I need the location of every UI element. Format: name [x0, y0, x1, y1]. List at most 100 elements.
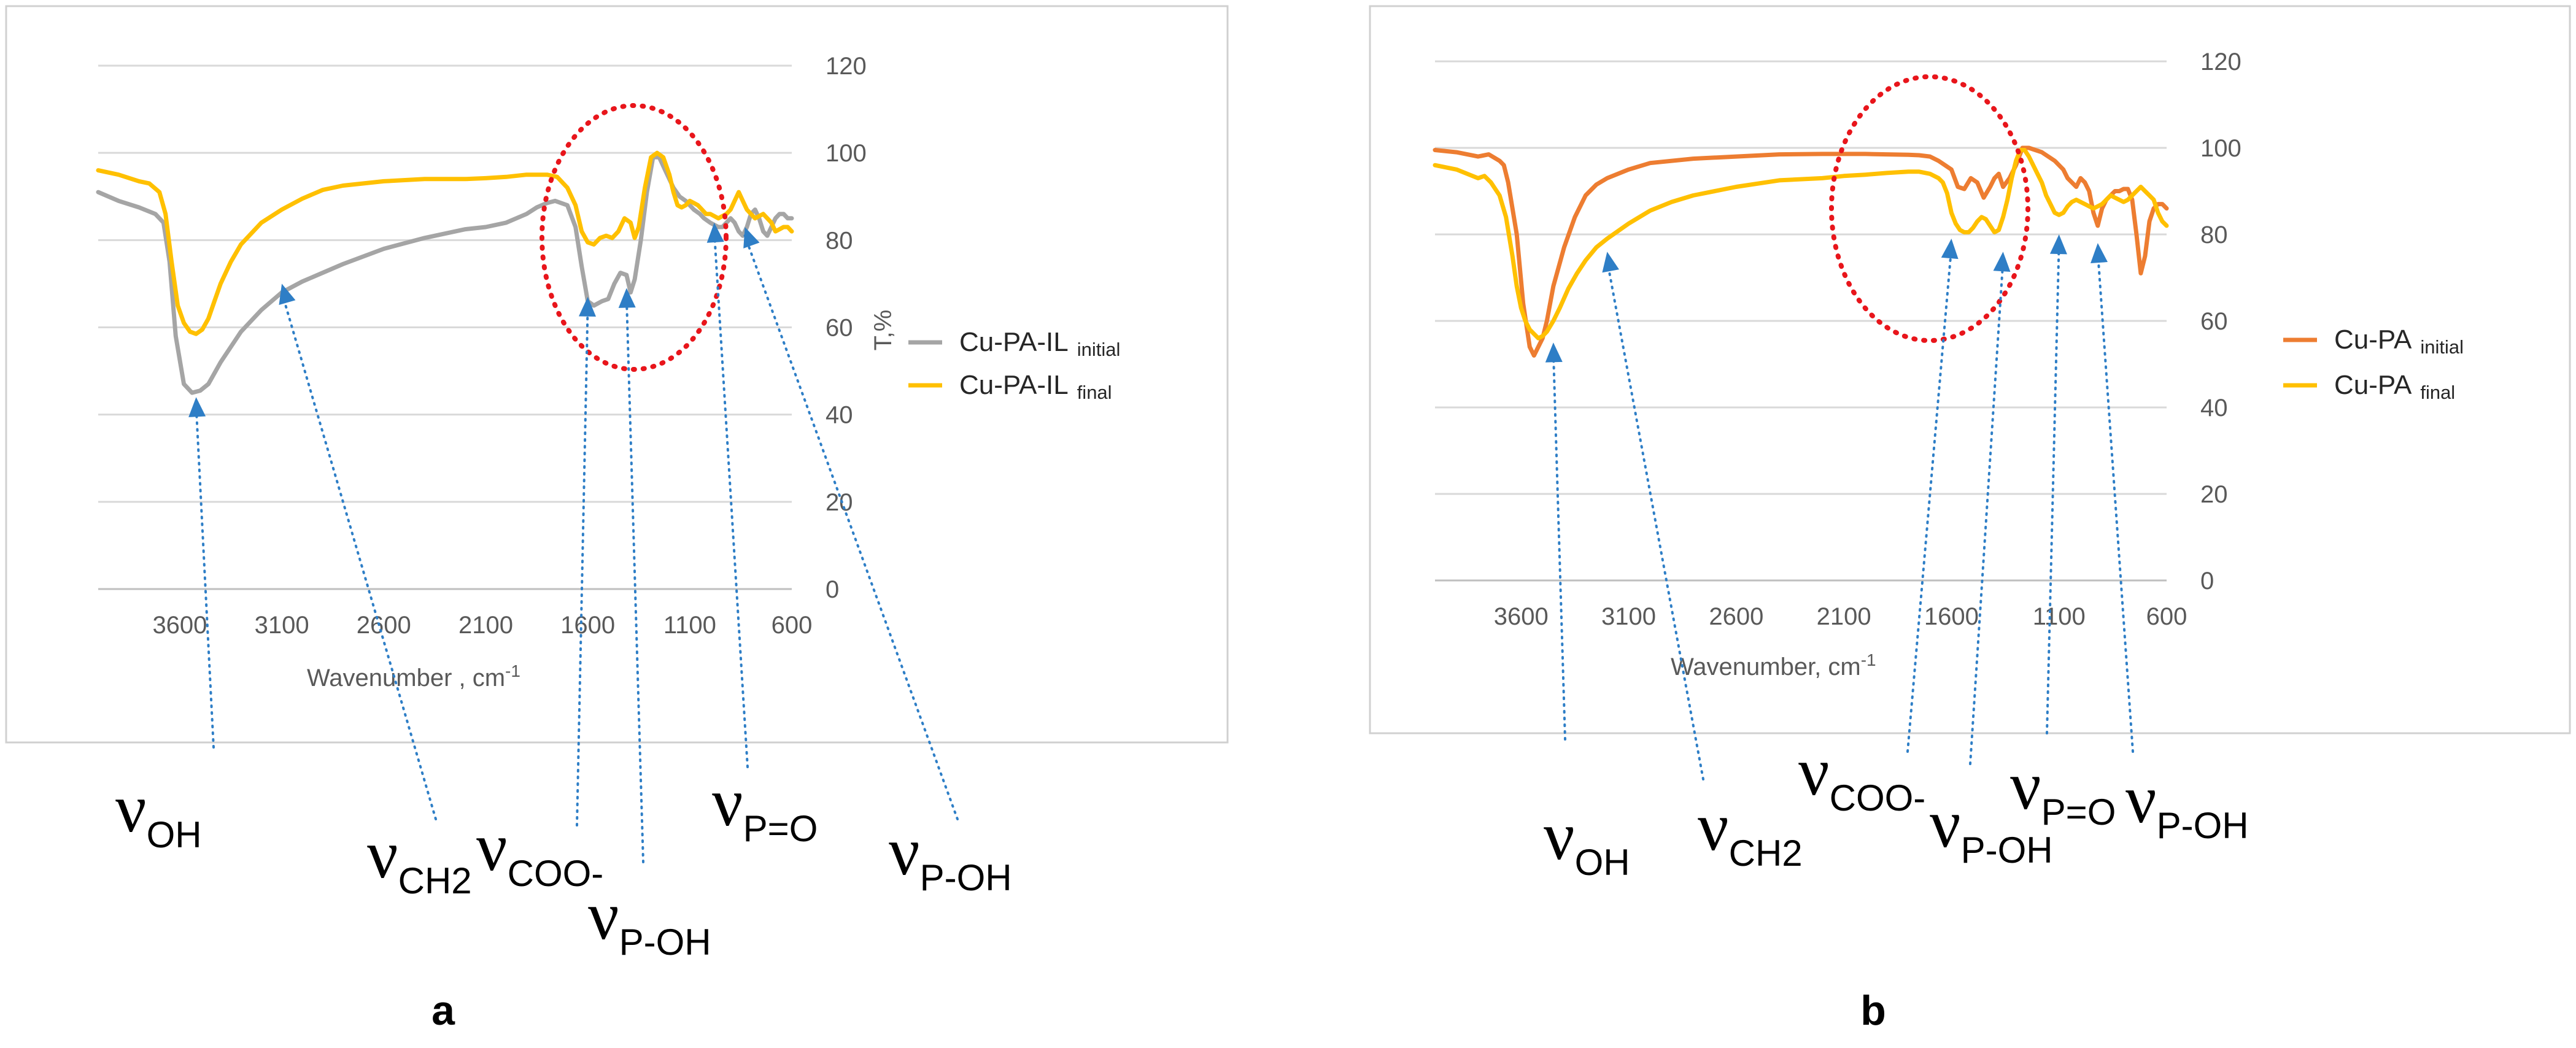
y-tick-label: 80: [826, 227, 853, 254]
x-tick-label: 1100: [2033, 603, 2086, 630]
nu-symbol: ν: [476, 809, 508, 885]
x-tick-label: 600: [2146, 603, 2187, 630]
annotation-arrowhead: [1602, 252, 1619, 273]
nu-symbol: ν: [588, 878, 619, 954]
series-cu-pa-il-final-legend-label: Cu-PA-IL final: [959, 370, 1112, 403]
annotation-arrowhead: [2049, 234, 2067, 255]
nu-subscript: CH2: [1729, 833, 1803, 874]
vibration-label-5: νP-OH: [2125, 761, 2249, 846]
nu-subscript: P-OH: [1961, 830, 2053, 871]
chart-frame: [5, 5, 1229, 744]
series-cu-pa-il-final-line: [96, 150, 794, 336]
x-axis-label-text: Wavenumber, cm: [1671, 653, 1861, 680]
chart-frame: [1369, 5, 2571, 734]
nu-symbol: ν: [1798, 734, 1830, 810]
y-tick-label: 0: [2200, 568, 2214, 595]
y-tick-label: 100: [2200, 135, 2241, 162]
vibration-label-2: νCOO-: [1798, 734, 1925, 819]
x-tick-label: 2600: [1709, 603, 1763, 630]
series-cu-pa-final-legend-label: Cu-PA final: [2334, 370, 2455, 403]
legend-sub: initial: [1077, 339, 1121, 360]
annotation-arrowhead: [188, 397, 206, 417]
annotation-arrowhead: [279, 283, 296, 306]
annotation-arrowhead: [578, 296, 596, 317]
nu-symbol: ν: [115, 771, 147, 847]
annotation-arrow-line: [2096, 250, 2134, 753]
series-cu-pa-il-initial-legend-label: Cu-PA-IL initial: [959, 327, 1120, 360]
y-tick-label: 0: [826, 576, 839, 603]
y-tick-label: 80: [2200, 222, 2228, 249]
annotation-arrow-line: [195, 404, 215, 749]
legend-name: Cu-PA-IL: [959, 327, 1069, 357]
x-tick-label: 3100: [1601, 603, 1656, 630]
vibration-label-3: νP-OH: [588, 878, 711, 963]
vibration-label-4: νP=O: [712, 765, 818, 849]
vibration-label-0: νOH: [1544, 798, 1630, 883]
annotation-arrow-line: [625, 295, 644, 863]
annotation-arrowhead: [706, 222, 724, 243]
legend-name: Cu-PA-IL: [959, 370, 1069, 400]
annotation-arrowhead: [618, 288, 636, 308]
nu-symbol: ν: [712, 765, 743, 841]
nu-subscript: OH: [147, 814, 202, 855]
vibration-label-2: νCOO-: [476, 809, 603, 894]
panel-label: b: [1860, 987, 1886, 1034]
x-tick-label: 3600: [152, 612, 207, 639]
y-tick-label: 40: [2200, 395, 2228, 422]
annotation-arrow-line: [1606, 259, 1704, 780]
y-axis-label: T,%: [870, 310, 897, 351]
annotation-arrowhead: [743, 227, 760, 249]
x-tick-label: 600: [772, 612, 813, 639]
legend-sub: final: [1077, 382, 1112, 403]
x-tick-label: 3600: [1494, 603, 1549, 630]
y-tick-label: 100: [826, 140, 867, 167]
panel-label: a: [431, 987, 455, 1034]
x-tick-label: 1100: [663, 612, 716, 639]
x-axis-label-sup: -1: [1861, 650, 1876, 669]
annotation-arrow-line: [1552, 350, 1566, 741]
x-axis-label: Wavenumber, cm-1: [1671, 650, 1876, 681]
nu-symbol: ν: [2010, 748, 2041, 824]
annotation-arrowhead: [2091, 243, 2108, 263]
nu-symbol: ν: [2125, 761, 2157, 838]
y-tick-label: 20: [826, 489, 853, 516]
vibration-label-1: νCH2: [1698, 789, 1803, 874]
nu-subscript: P=O: [2041, 792, 2116, 833]
chart-panel-a: 0 20 40 60 80 100 120 3600 3100 2600 2100 1600 1100 6…: [5, 5, 1229, 1034]
annotation-arrow-line: [713, 229, 749, 768]
nu-subscript: COO-: [1830, 777, 1926, 819]
annotation-arrowhead: [1545, 342, 1563, 363]
x-tick-label: 2100: [1817, 603, 1871, 630]
annotation-arrow-line: [576, 304, 589, 826]
y-tick-label: 120: [2200, 48, 2241, 75]
nu-subscript: P=O: [743, 808, 818, 849]
annotation-arrow-line: [743, 234, 959, 820]
x-tick-label: 2600: [357, 612, 411, 639]
nu-subscript: OH: [1575, 842, 1630, 883]
x-tick-label: 3100: [255, 612, 309, 639]
vibration-label-5: νP-OH: [889, 814, 1012, 898]
vibration-label-0: νOH: [115, 771, 202, 855]
chart-panel-b: 0 20 40 60 80 100 120 3600 3100 2600 2100 1600 1100 6…: [1369, 5, 2571, 1034]
vibration-label-4: νP=O: [2010, 748, 2116, 833]
nu-symbol: ν: [1698, 789, 1729, 865]
y-tick-label: 40: [826, 402, 853, 429]
annotation-arrow-line: [2046, 242, 2060, 734]
nu-symbol: ν: [367, 817, 398, 893]
nu-symbol: ν: [1544, 798, 1575, 874]
y-tick-label: 20: [2200, 481, 2228, 508]
nu-subscript: COO-: [508, 853, 604, 894]
series-cu-pa-initial-legend-label: Cu-PA initial: [2334, 325, 2464, 358]
y-tick-label: 60: [2200, 308, 2228, 335]
x-axis-label-sup: -1: [505, 661, 520, 680]
series-cu-pa-il-initial-line: [96, 155, 794, 395]
x-axis-label: Wavenumber , cm-1: [307, 661, 520, 692]
legend-sub: initial: [2420, 336, 2464, 358]
annotation-arrow-line: [1969, 259, 2005, 765]
nu-subscript: P-OH: [619, 922, 711, 963]
annotation-arrowhead: [1993, 252, 2011, 272]
x-tick-label: 2100: [458, 612, 513, 639]
y-tick-label: 60: [826, 315, 853, 342]
legend-name: Cu-PA: [2334, 370, 2412, 400]
